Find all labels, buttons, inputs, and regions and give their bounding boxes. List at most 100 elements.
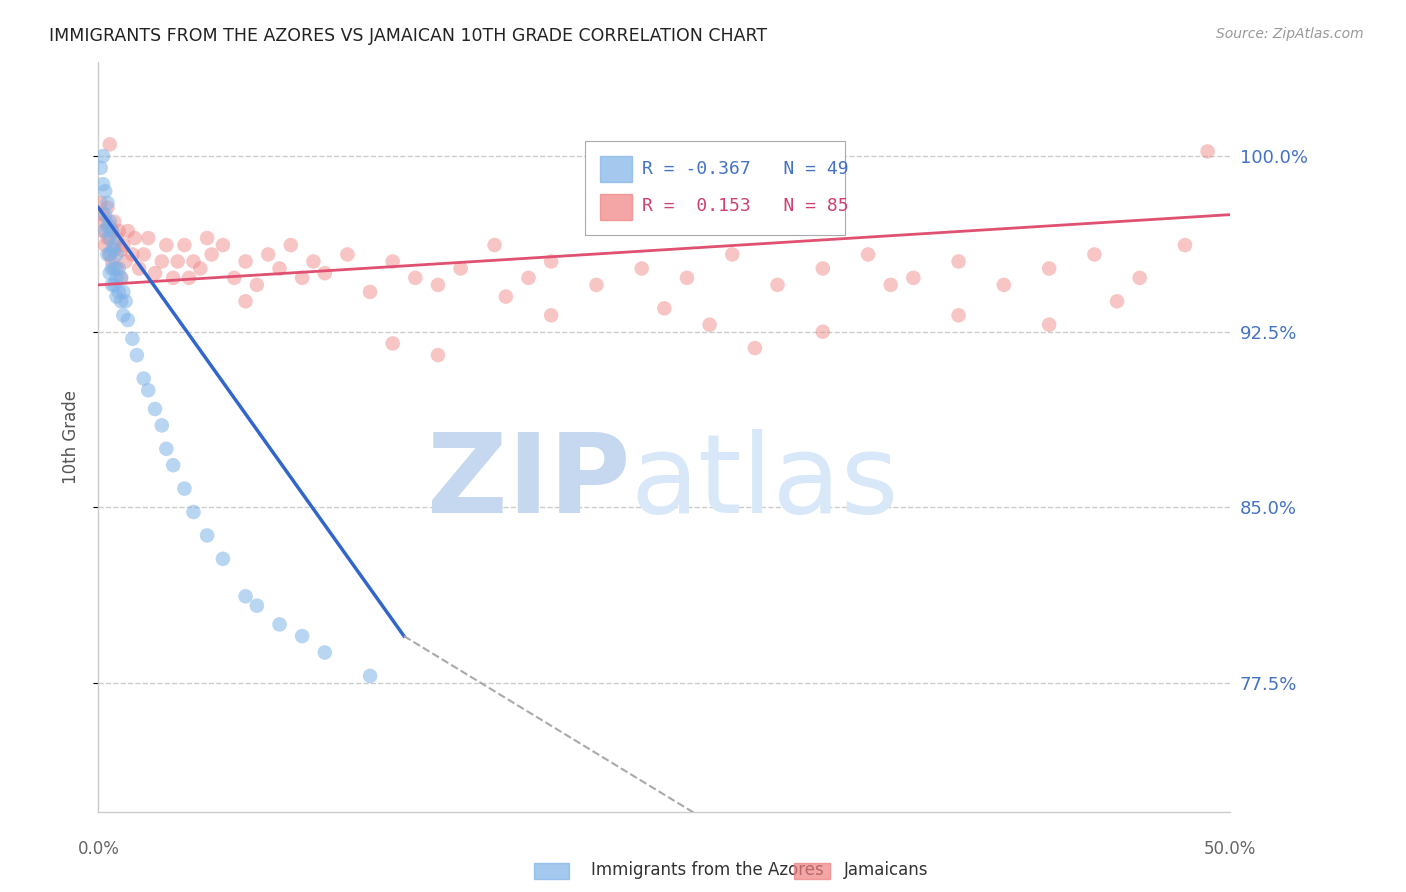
Point: [105, 271, 128, 285]
Point: [517, 271, 540, 285]
Point: [155, 442, 177, 456]
Text: Source: ZipAtlas.com: Source: ZipAtlas.com: [1216, 27, 1364, 41]
Point: [195, 528, 218, 542]
Point: [143, 401, 166, 416]
FancyBboxPatch shape: [585, 141, 845, 235]
Point: [948, 308, 970, 322]
Point: [676, 271, 699, 285]
Point: [105, 290, 128, 304]
Point: [112, 308, 135, 322]
Bar: [600, 194, 631, 219]
Point: [1129, 271, 1152, 285]
Point: [96, 219, 118, 234]
Point: [91, 224, 114, 238]
Point: [94, 214, 117, 228]
Point: [450, 261, 472, 276]
Point: [381, 336, 404, 351]
Point: [302, 254, 325, 268]
Point: [98, 137, 121, 152]
Point: [162, 458, 184, 472]
Point: [121, 332, 143, 346]
Point: [94, 184, 117, 198]
Point: [381, 254, 404, 268]
Point: [125, 348, 148, 362]
Point: [993, 277, 1015, 292]
Point: [91, 208, 114, 222]
Point: [132, 247, 155, 261]
Point: [246, 277, 269, 292]
Point: [291, 271, 314, 285]
Point: [155, 238, 177, 252]
Point: [427, 348, 450, 362]
Point: [90, 195, 112, 210]
Point: [103, 243, 125, 257]
Point: [103, 277, 125, 292]
Point: [114, 294, 136, 309]
Point: [359, 285, 381, 299]
Point: [235, 589, 257, 603]
Point: [110, 271, 132, 285]
Point: [105, 231, 128, 245]
Point: [173, 238, 195, 252]
Point: [101, 224, 124, 238]
Y-axis label: 10th Grade: 10th Grade: [62, 390, 80, 484]
Point: [110, 271, 132, 285]
Point: [314, 266, 336, 280]
Point: [183, 254, 205, 268]
Point: [94, 224, 117, 238]
Point: [103, 238, 125, 252]
Point: [903, 271, 925, 285]
Point: [98, 266, 121, 280]
Point: [150, 418, 173, 433]
Point: [427, 277, 450, 292]
Point: [1083, 247, 1105, 261]
Point: [96, 231, 118, 245]
Text: 50.0%: 50.0%: [1204, 840, 1257, 858]
Point: [117, 313, 139, 327]
Point: [124, 231, 146, 245]
Point: [336, 247, 359, 261]
Point: [90, 161, 112, 175]
Point: [132, 371, 155, 385]
Point: [235, 254, 257, 268]
Point: [484, 238, 506, 252]
Point: [94, 238, 117, 252]
Point: [103, 261, 125, 276]
Point: [177, 271, 200, 285]
Point: [91, 149, 114, 163]
Point: [246, 599, 269, 613]
Point: [98, 231, 121, 245]
Text: 0.0%: 0.0%: [77, 840, 120, 858]
Point: [1038, 318, 1060, 332]
Point: [1107, 294, 1129, 309]
Point: [101, 254, 124, 268]
Point: [359, 669, 381, 683]
Point: [98, 247, 121, 261]
Point: [212, 238, 235, 252]
Point: [495, 290, 517, 304]
Point: [257, 247, 280, 261]
Point: [744, 341, 766, 355]
Point: [105, 261, 128, 276]
Point: [1174, 238, 1197, 252]
Point: [630, 261, 652, 276]
Point: [94, 208, 117, 222]
Point: [280, 238, 302, 252]
Point: [107, 285, 129, 299]
Point: [1197, 145, 1219, 159]
Point: [224, 271, 246, 285]
Point: [117, 224, 139, 238]
Point: [585, 277, 607, 292]
Point: [98, 214, 121, 228]
Point: [856, 247, 879, 261]
Point: [291, 629, 314, 643]
Point: [540, 308, 562, 322]
Point: [96, 201, 118, 215]
Point: [110, 294, 132, 309]
Point: [404, 271, 426, 285]
Point: [880, 277, 903, 292]
Point: [173, 482, 195, 496]
Point: [201, 247, 224, 261]
Point: [699, 318, 721, 332]
Point: [314, 645, 336, 659]
